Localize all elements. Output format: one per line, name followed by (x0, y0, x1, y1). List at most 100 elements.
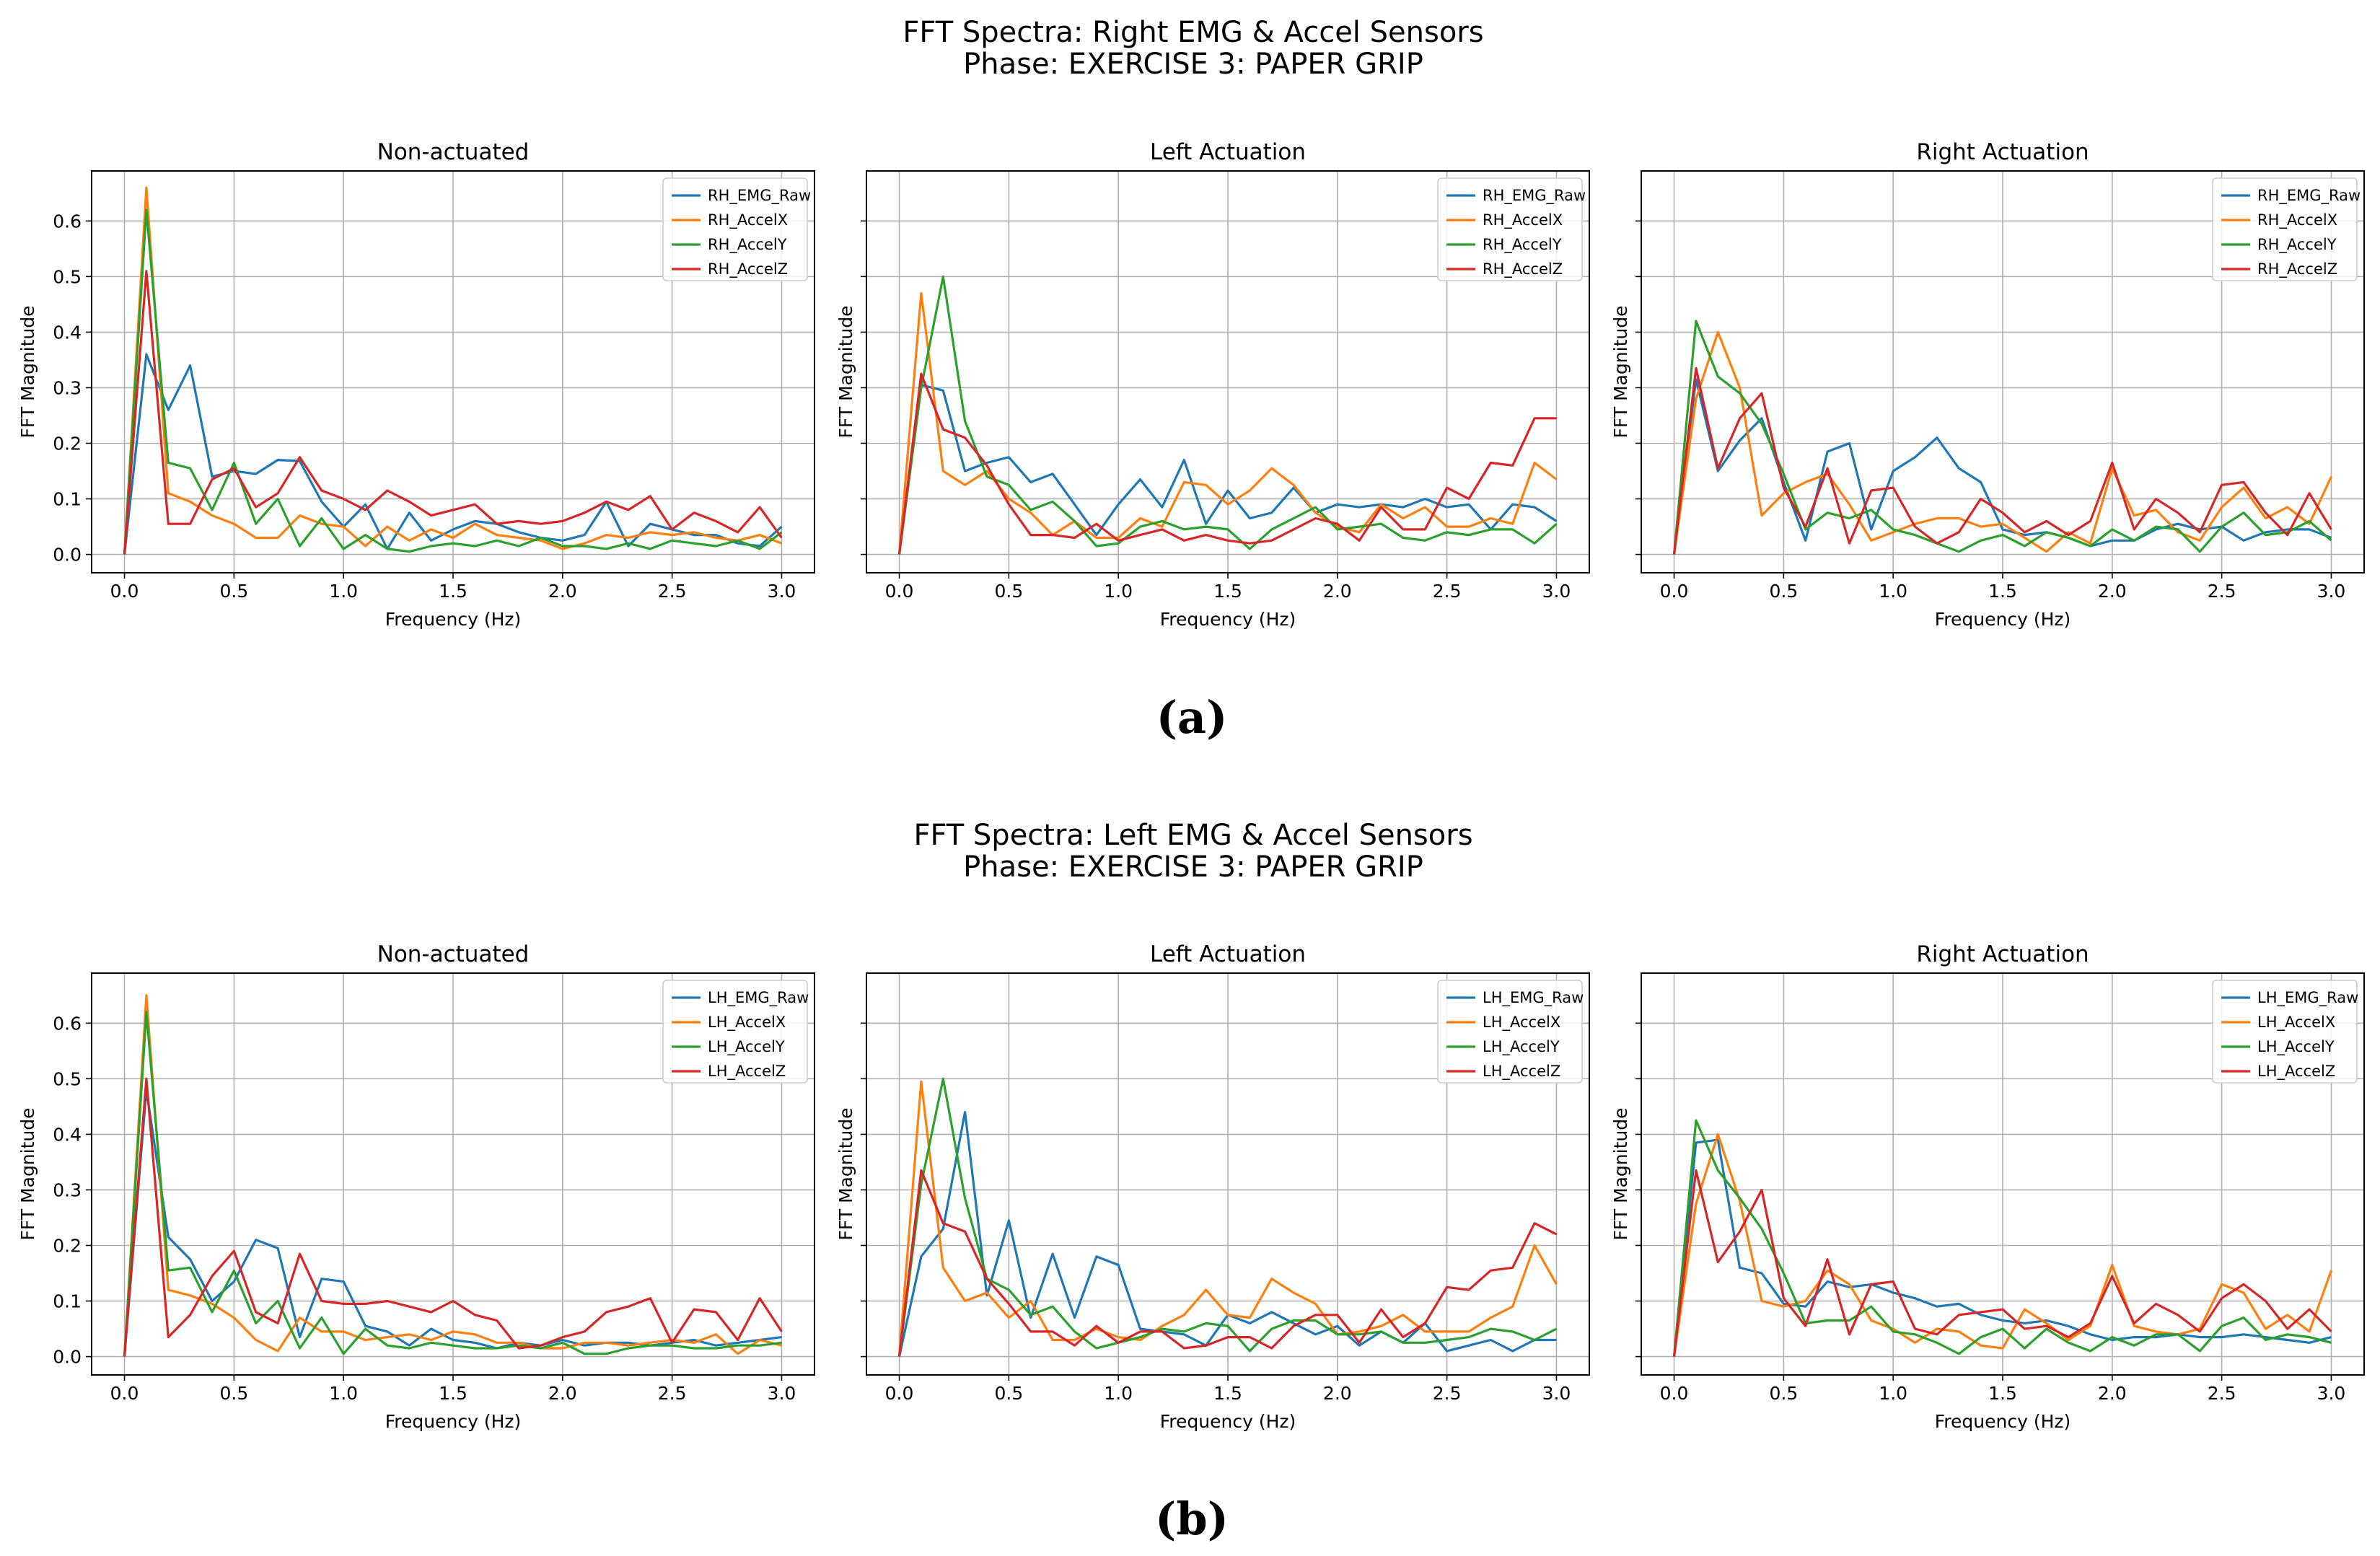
x-tick-label: 2.5 (658, 1383, 687, 1404)
y-tick-label: 0.0 (53, 1347, 82, 1368)
legend-label: RH_EMG_Raw (1483, 187, 1586, 205)
y-tick-label: 0.3 (53, 377, 82, 398)
x-axis-label: Frequency (Hz) (385, 1411, 522, 1432)
y-tick-label: 0.5 (53, 1068, 82, 1089)
x-tick-label: 2.0 (548, 1383, 577, 1404)
series-line-RH_AccelX (123, 186, 783, 555)
x-tick-label: 2.0 (548, 581, 577, 602)
legend-label: RH_AccelY (708, 236, 787, 254)
x-axis-label: Frequency (Hz) (1935, 1411, 2071, 1432)
legend-box (662, 980, 808, 1084)
legend-label: LH_AccelY (708, 1038, 785, 1056)
legend-label: LH_AccelX (1483, 1014, 1560, 1032)
y-axis-label: FFT Magnitude (835, 1108, 856, 1241)
legend-box (2212, 980, 2358, 1084)
x-tick-label: 0.0 (1660, 581, 1689, 602)
legend-label: LH_EMG_Raw (2257, 989, 2358, 1007)
x-tick-label: 0.5 (994, 1383, 1023, 1404)
y-tick-label: 0.4 (53, 1124, 82, 1145)
x-tick-label: 3.0 (2317, 581, 2346, 602)
x-tick-label: 0.0 (110, 581, 139, 602)
x-axis-label: Frequency (Hz) (1160, 609, 1296, 630)
series-line-RH_AccelZ (123, 270, 783, 555)
y-axis-label: FFT Magnitude (1610, 306, 1631, 439)
panel-label-a: (a) (1156, 691, 1228, 744)
series-line-RH_AccelY (897, 275, 1558, 555)
legend-label: LH_AccelY (1483, 1038, 1560, 1056)
x-tick-label: 0.5 (219, 1383, 248, 1404)
series-line-LH_AccelY (123, 1011, 782, 1357)
series-line-LH_AccelZ (123, 1077, 783, 1357)
series-line-LH_AccelX (897, 1080, 1558, 1357)
series-line-RH_AccelZ (897, 372, 1557, 555)
y-tick-label: 0.0 (53, 545, 82, 566)
x-tick-label: 2.0 (2098, 1383, 2127, 1404)
y-tick-label: 0.1 (53, 489, 82, 510)
axes-frame (1641, 972, 2365, 1376)
x-tick-label: 1.0 (1104, 581, 1133, 602)
x-tick-label: 2.0 (1323, 1383, 1352, 1404)
legend: RH_EMG_Raw RH_AccelX RH_AccelY RH_AccelZ (2212, 177, 2361, 281)
x-tick-label: 1.0 (1879, 581, 1907, 602)
subplot-a-1: Non-actuated 0.0 0.5 1.0 1.5 2.0 2.5 3.0 0.0 0.1 0… (17, 139, 815, 630)
x-tick-label: 0.0 (110, 1383, 139, 1404)
x-tick-label: 1.0 (329, 581, 358, 602)
x-axis-label: Frequency (Hz) (1160, 1411, 1296, 1432)
series-line-LH_AccelX (123, 994, 782, 1357)
legend-label: RH_AccelZ (2257, 260, 2337, 278)
y-axis-label: FFT Magnitude (1610, 1108, 1631, 1241)
subplot-title: Right Actuation (1916, 941, 2089, 967)
legend-label: LH_AccelX (708, 1014, 786, 1032)
y-axis-label: FFT Magnitude (835, 306, 856, 439)
legend-label: RH_AccelX (2257, 211, 2337, 229)
y-axis-label: FFT Magnitude (17, 1108, 38, 1241)
legend-label: LH_AccelY (2257, 1038, 2335, 1056)
x-tick-label: 2.5 (1433, 581, 1462, 602)
legend-label: RH_EMG_Raw (708, 187, 811, 205)
x-tick-label: 1.5 (439, 581, 467, 602)
x-tick-label: 2.0 (2098, 581, 2127, 602)
x-tick-label: 1.5 (439, 1383, 467, 1404)
x-tick-label: 0.5 (994, 581, 1023, 602)
y-tick-label: 0.2 (53, 1235, 82, 1256)
x-tick-label: 1.5 (1213, 1383, 1242, 1404)
x-tick-label: 0.5 (1769, 1383, 1798, 1404)
subplot-title: Non-actuated (377, 941, 530, 967)
series-line-LH_AccelX (1672, 1133, 2333, 1357)
axes-frame (866, 170, 1590, 573)
x-tick-label: 1.0 (1104, 1383, 1133, 1404)
x-tick-label: 1.5 (1988, 581, 2017, 602)
y-tick-label: 0.2 (53, 433, 82, 454)
group-b-title: FFT Spectra: Left EMG & Accel Sensors (913, 819, 1472, 852)
legend-label: RH_AccelY (1483, 236, 1562, 254)
legend-label: RH_AccelZ (708, 260, 788, 278)
series-line-RH_AccelX (897, 291, 1558, 555)
group-b-subtitle: Phase: EXERCISE 3: PAPER GRIP (963, 850, 1423, 884)
x-tick-label: 3.0 (2317, 1383, 2346, 1404)
subplot-a-3: Right Actuation 0.0 0.5 1.0 1.5 2.0 2.5 3.0 Freq… (1610, 139, 2365, 630)
y-tick-label: 0.3 (53, 1179, 82, 1200)
series-line-LH_AccelZ (897, 1169, 1558, 1357)
legend: RH_EMG_Raw RH_AccelX RH_AccelY RH_AccelZ (662, 177, 811, 281)
subplot-title: Left Actuation (1150, 139, 1306, 165)
group-a-title: FFT Spectra: Right EMG & Accel Sensors (903, 16, 1483, 49)
legend: LH_EMG_Raw LH_AccelX LH_AccelY LH_AccelZ (662, 980, 809, 1084)
y-tick-label: 0.6 (53, 1013, 82, 1034)
axes-frame (866, 972, 1590, 1376)
legend-label: RH_AccelY (2257, 236, 2337, 254)
x-tick-label: 0.5 (219, 581, 248, 602)
series-line-RH_AccelY (123, 208, 783, 555)
x-tick-label: 0.0 (885, 1383, 914, 1404)
legend-box (2212, 177, 2358, 281)
legend-label: RH_AccelZ (1483, 260, 1563, 278)
subplot-b-1: Non-actuated 0.0 0.5 1.0 1.5 2.0 2.5 3.0 0.0 0.1 0… (17, 941, 815, 1432)
series-line-RH_AccelY (1672, 320, 2332, 555)
y-axis-label: FFT Magnitude (17, 306, 38, 439)
x-tick-label: 3.0 (768, 581, 796, 602)
x-tick-label: 3.0 (1542, 581, 1571, 602)
x-tick-label: 0.0 (1660, 1383, 1689, 1404)
series-line-RH_EMG_Raw (897, 383, 1558, 555)
series-line-RH_AccelX (1672, 330, 2332, 555)
legend-label: LH_AccelZ (2257, 1063, 2335, 1081)
x-axis-label: Frequency (Hz) (1935, 609, 2071, 630)
